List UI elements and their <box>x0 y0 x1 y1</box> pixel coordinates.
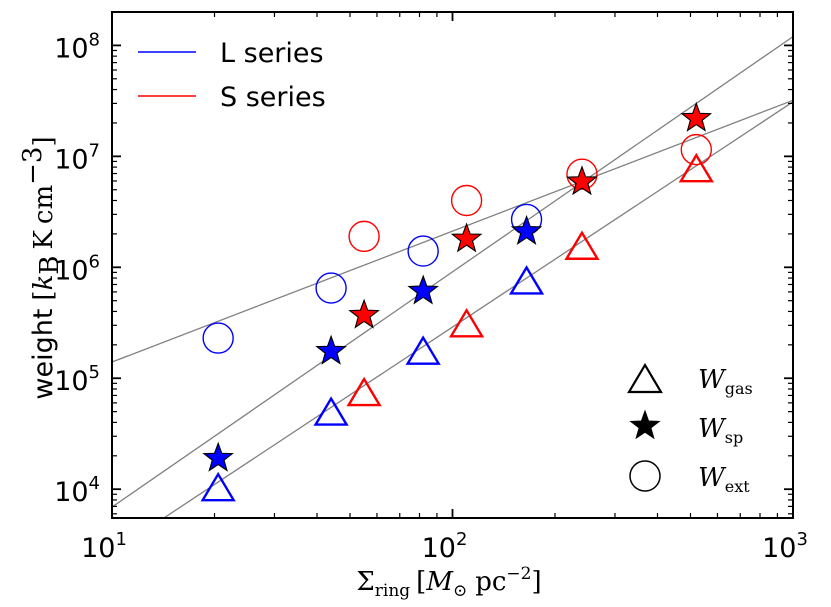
y-tick-label: 108 <box>54 29 100 64</box>
legend-series: L series S series <box>138 38 326 113</box>
y-tick-exponent: 8 <box>89 29 100 50</box>
legend-markers: Wgas Wsp Wext <box>627 362 753 496</box>
sp-marker-s-0 <box>348 298 380 329</box>
x-tick-exponent: 1 <box>115 529 126 550</box>
legend-label-s-series: S series <box>220 82 326 113</box>
gas-marker-l-0 <box>200 471 236 502</box>
ext-marker-l-1 <box>315 272 347 304</box>
sp-marker-l-3 <box>510 214 543 246</box>
legend-label-l-series: L series <box>220 38 324 69</box>
x-tick-exponent: 3 <box>796 529 807 550</box>
y-tick-base: 10 <box>54 255 88 286</box>
y-tick-base: 10 <box>54 33 88 64</box>
x-tick-label: 103 <box>762 529 808 564</box>
gas-marker-l-2 <box>405 335 441 365</box>
legend-circle-icon <box>629 460 661 492</box>
legend-label-gas: Wgas <box>698 365 753 398</box>
gas-marker-l-1 <box>313 396 349 426</box>
sp-marker-l-1 <box>315 334 347 365</box>
y-tick-base: 10 <box>54 366 88 397</box>
y-tick-label: 106 <box>54 251 100 286</box>
gas-marker-s-0 <box>346 376 382 407</box>
y-tick-label: 107 <box>54 140 100 175</box>
fit-lines <box>111 36 794 519</box>
sp-marker-s-3 <box>680 101 713 132</box>
ext-marker-s-0 <box>348 220 380 253</box>
gas-marker-s-3 <box>678 152 714 183</box>
y-tick-base: 10 <box>54 477 88 508</box>
x-axis-title: Σring [M⊙ pc−2] <box>356 564 541 601</box>
x-tick-label: 101 <box>81 529 127 564</box>
legend-star-icon <box>629 409 661 440</box>
gas-marker-l-3 <box>508 265 545 295</box>
ext-marker-l-2 <box>407 235 439 267</box>
y-tick-exponent: 5 <box>89 362 100 383</box>
y-axis-title: weight[kBKcm−3] <box>18 136 65 399</box>
gas-marker-s-2 <box>564 230 600 260</box>
fit-line-1 <box>111 36 794 508</box>
y-tick-exponent: 4 <box>89 473 100 494</box>
ext-marker-s-2 <box>566 158 598 190</box>
legend-triangle-icon <box>627 362 663 394</box>
sp-marker-s-1 <box>450 222 483 253</box>
y-tick-label: 104 <box>54 473 100 508</box>
y-tick-exponent: 6 <box>89 251 100 272</box>
plot-frame <box>111 11 794 519</box>
gas-marker-s-1 <box>448 307 485 338</box>
sp-marker-l-0 <box>202 441 234 472</box>
legend-label-ext: Wext <box>698 463 750 496</box>
y-tick-base: 10 <box>54 144 88 175</box>
legend-label-sp: Wsp <box>698 414 743 447</box>
sp-marker-s-2 <box>566 165 598 196</box>
ext-marker-s-3 <box>680 133 712 166</box>
y-tick-exponent: 7 <box>89 140 100 161</box>
ext-marker-s-1 <box>450 184 483 217</box>
ext-marker-l-0 <box>202 322 234 354</box>
data-markers <box>200 101 714 502</box>
x-tick-exponent: 2 <box>456 529 467 550</box>
sp-marker-l-2 <box>407 274 439 305</box>
x-tick-label: 102 <box>422 529 468 564</box>
fit-line-2 <box>111 99 794 363</box>
y-tick-label: 105 <box>54 362 100 397</box>
